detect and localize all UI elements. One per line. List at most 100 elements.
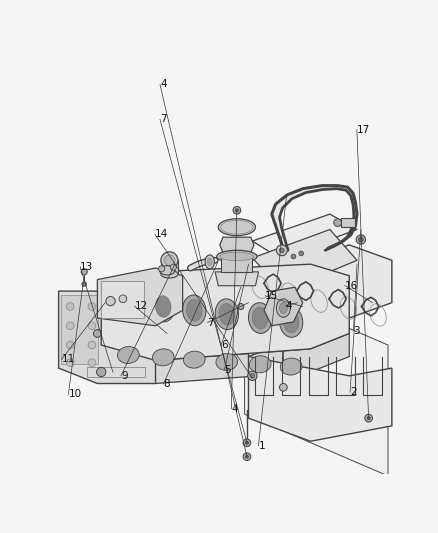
Ellipse shape: [155, 296, 171, 317]
Circle shape: [159, 265, 165, 272]
Ellipse shape: [249, 356, 271, 373]
Circle shape: [88, 322, 96, 329]
Ellipse shape: [120, 292, 136, 313]
Bar: [101, 281, 144, 318]
Circle shape: [67, 359, 74, 367]
Ellipse shape: [184, 351, 205, 368]
Ellipse shape: [208, 258, 212, 265]
Text: 13: 13: [80, 262, 93, 272]
Polygon shape: [101, 334, 349, 384]
Circle shape: [296, 301, 299, 304]
Circle shape: [250, 374, 255, 378]
Circle shape: [294, 300, 300, 306]
Ellipse shape: [117, 287, 140, 318]
Text: 11: 11: [61, 354, 75, 365]
Circle shape: [88, 303, 96, 310]
Circle shape: [97, 367, 106, 377]
Ellipse shape: [164, 255, 175, 265]
Polygon shape: [97, 268, 183, 326]
Polygon shape: [220, 237, 254, 253]
Polygon shape: [248, 245, 392, 357]
Circle shape: [356, 235, 366, 244]
Ellipse shape: [159, 265, 175, 275]
Circle shape: [299, 251, 304, 256]
Polygon shape: [272, 185, 357, 251]
Circle shape: [106, 296, 115, 306]
Ellipse shape: [217, 251, 257, 263]
Ellipse shape: [161, 252, 178, 269]
Circle shape: [291, 254, 296, 259]
Circle shape: [119, 295, 127, 303]
Polygon shape: [264, 287, 303, 326]
Circle shape: [82, 282, 87, 287]
Text: 7: 7: [160, 115, 166, 124]
Text: 16: 16: [345, 280, 358, 290]
Ellipse shape: [205, 255, 214, 269]
Circle shape: [365, 414, 372, 422]
Polygon shape: [245, 284, 388, 476]
Circle shape: [248, 371, 257, 381]
Circle shape: [233, 206, 241, 214]
Text: 15: 15: [265, 291, 279, 301]
Text: 7: 7: [208, 318, 214, 327]
Circle shape: [238, 303, 244, 310]
Circle shape: [81, 269, 87, 275]
Circle shape: [279, 248, 284, 253]
Text: 14: 14: [155, 229, 168, 239]
Text: 8: 8: [163, 379, 170, 389]
Circle shape: [88, 341, 96, 349]
Ellipse shape: [215, 299, 238, 329]
Circle shape: [93, 329, 101, 337]
Ellipse shape: [117, 346, 139, 364]
Polygon shape: [59, 291, 155, 384]
Ellipse shape: [221, 220, 253, 234]
Circle shape: [334, 219, 342, 227]
Circle shape: [245, 441, 248, 445]
Ellipse shape: [152, 291, 175, 322]
Circle shape: [276, 245, 287, 256]
Text: 4: 4: [231, 403, 238, 414]
Circle shape: [67, 341, 74, 349]
Ellipse shape: [252, 308, 268, 329]
Circle shape: [279, 384, 287, 391]
Polygon shape: [252, 214, 357, 258]
Circle shape: [170, 264, 177, 270]
Circle shape: [245, 455, 248, 458]
Text: 3: 3: [353, 326, 360, 336]
Circle shape: [67, 322, 74, 329]
Ellipse shape: [183, 295, 206, 326]
Circle shape: [235, 209, 238, 212]
Ellipse shape: [248, 303, 272, 334]
Polygon shape: [252, 230, 357, 291]
Ellipse shape: [216, 353, 238, 370]
Text: 6: 6: [221, 340, 228, 350]
Ellipse shape: [219, 303, 235, 325]
Ellipse shape: [187, 300, 202, 321]
Ellipse shape: [161, 270, 178, 278]
Circle shape: [243, 439, 251, 447]
Ellipse shape: [220, 252, 254, 261]
Ellipse shape: [280, 358, 302, 375]
Bar: [87, 367, 145, 377]
Circle shape: [243, 453, 251, 461]
Ellipse shape: [283, 311, 299, 333]
Ellipse shape: [279, 306, 303, 337]
Ellipse shape: [276, 299, 290, 317]
Text: 4: 4: [286, 301, 292, 311]
Polygon shape: [101, 264, 349, 360]
Bar: [221, 256, 252, 272]
Text: 10: 10: [68, 389, 81, 399]
Circle shape: [359, 237, 363, 242]
Ellipse shape: [279, 303, 287, 313]
Circle shape: [367, 417, 370, 419]
Ellipse shape: [152, 349, 174, 366]
Circle shape: [67, 303, 74, 310]
Text: 12: 12: [134, 301, 148, 311]
Polygon shape: [248, 357, 392, 441]
Text: 9: 9: [121, 371, 127, 381]
Text: 1: 1: [258, 441, 265, 450]
Ellipse shape: [218, 219, 255, 236]
Bar: [342, 218, 356, 227]
Text: 5: 5: [224, 365, 231, 375]
Bar: [161, 260, 178, 274]
